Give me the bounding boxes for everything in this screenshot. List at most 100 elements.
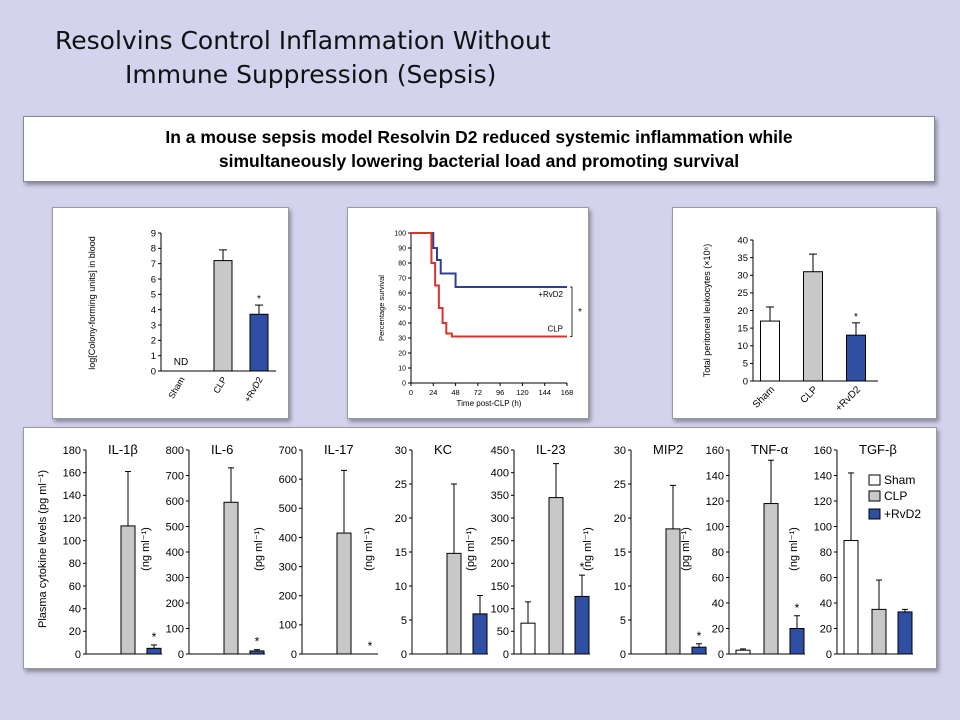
cytokine-1-panel-title: IL-1β <box>108 442 138 457</box>
banner-line-1: In a mouse sepsis model Resolvin D2 redu… <box>165 127 793 147</box>
survival-series-label: +RvD2 <box>538 290 563 299</box>
survival-y-tick-label: 50 <box>398 305 406 312</box>
survival-x-tick-label: 144 <box>538 388 551 397</box>
leukocyte-x-tick-label: Sham <box>751 384 777 410</box>
cytokine-2-significance-star: * <box>255 635 260 649</box>
cytokine-2-y-tick-label: 100 <box>166 623 184 635</box>
cytokine-6-y-tick-label: 0 <box>620 649 626 661</box>
cytokine-7-y-tick-label: 0 <box>718 649 724 661</box>
cfu-y-tick-label: 1 <box>151 351 156 362</box>
cytokine-1-y-tick-label: 40 <box>69 604 81 616</box>
cytokine-1-y-tick-label: 0 <box>75 649 81 661</box>
cfu-not-detected-label: ND <box>174 357 188 368</box>
cytokine-3-y-tick-label: 0 <box>291 649 297 661</box>
cytokine-7-y-tick-label: 120 <box>706 496 724 508</box>
survival-y-tick-label: 60 <box>398 290 406 297</box>
cytokine-4-y-tick-label: 15 <box>395 547 407 559</box>
cytokine-6-bar <box>691 646 707 655</box>
cytokine-1-y-tick-label: 140 <box>63 490 81 502</box>
survival-clp-curve <box>411 232 567 338</box>
cytokine-3-bar <box>336 532 352 655</box>
cytokine-8-y-tick-label: 120 <box>814 496 832 508</box>
cytokine-6-y-tick-label: 5 <box>620 615 626 627</box>
cytokine-3-panel-title: IL-17 <box>324 442 354 457</box>
cytokine-7-bar <box>789 628 805 655</box>
survival-significance-bracket <box>570 286 573 337</box>
cytokine-7-y-tick-label: 140 <box>706 470 724 482</box>
cytokine-8-y-tick-label: 140 <box>814 470 832 482</box>
cytokine-1-y-tick-label: 180 <box>63 445 81 457</box>
leukocyte-y-tick-label: 35 <box>737 253 748 264</box>
survival-y-tick-label: 40 <box>398 320 406 327</box>
cytokine-8-panel-title: TGF-β <box>859 442 897 457</box>
cytokine-5-y-tick-label: 300 <box>491 513 509 525</box>
cytokine-5-bar <box>520 622 536 655</box>
cytokine-1-y-tick-label: 160 <box>63 468 81 480</box>
cytokine-7-y-tick-label: 40 <box>712 598 724 610</box>
cfu-bar <box>213 260 233 372</box>
cytokine-5-y-axis-label: (pg ml⁻¹) <box>465 527 477 571</box>
cytokine-5-y-tick-label: 450 <box>491 445 509 457</box>
cytokine-2-panel-title: IL-6 <box>211 442 233 457</box>
cytokine-4-y-axis-label: (ng ml⁻¹) <box>363 527 375 571</box>
cytokine-1-y-tick-label: 20 <box>69 626 81 638</box>
survival-significance-star: * <box>578 307 582 318</box>
leukocyte-bar <box>803 271 823 382</box>
survival-x-tick-label: 24 <box>429 388 437 397</box>
cytokine-1-y-tick-label: 120 <box>63 513 81 525</box>
cytokine-3-y-axis-label: (pg ml⁻¹) <box>253 527 265 571</box>
cytokine-6-y-tick-label: 20 <box>614 513 626 525</box>
cytokine-8-bar <box>897 611 913 655</box>
summary-banner: In a mouse sepsis model Resolvin D2 redu… <box>23 116 935 182</box>
cytokine-5-y-tick-label: 200 <box>491 558 509 570</box>
cytokine-5-bar <box>548 497 564 655</box>
cytokine-5-bar <box>574 595 590 655</box>
cytokine-6-significance-star: * <box>697 629 702 643</box>
cytokine-5-panel-title: IL-23 <box>536 442 566 457</box>
cytokine-1-y-tick-label: 80 <box>69 558 81 570</box>
cfu-y-tick-label: 7 <box>151 259 156 270</box>
cfu-x-tick-label: Sham <box>166 375 186 400</box>
survival-series-label: CLP <box>547 325 563 334</box>
cytokine-5-y-tick-label: 50 <box>497 626 509 638</box>
cfu-x-tick-label: +RvD2 <box>242 375 265 404</box>
legend-label: +RvD2 <box>884 507 921 521</box>
leukocyte-y-tick-label: 20 <box>737 306 748 317</box>
survival-x-tick-label: 96 <box>496 388 504 397</box>
cytokine-7-y-tick-label: 100 <box>706 521 724 533</box>
cytokine-4-y-tick-label: 0 <box>401 649 407 661</box>
legend-label: Sham <box>884 473 915 487</box>
cytokine-1-significance-star: * <box>152 630 157 644</box>
cytokine-2-y-axis-label: (ng ml⁻¹) <box>140 527 152 571</box>
legend-label: CLP <box>884 489 907 503</box>
cytokine-7-y-tick-label: 160 <box>706 445 724 457</box>
leukocyte-y-tick-label: 30 <box>737 271 748 282</box>
cytokine-8-y-tick-label: 40 <box>820 598 832 610</box>
cytokine-4-bar <box>446 552 462 655</box>
cytokine-3-y-tick-label: 600 <box>279 474 297 486</box>
cytokine-2-y-tick-label: 600 <box>166 496 184 508</box>
cytokine-2-y-tick-label: 500 <box>166 521 184 533</box>
cytokine-6-y-axis-label: (ng ml⁻¹) <box>582 527 594 571</box>
cfu-y-tick-label: 4 <box>151 305 156 316</box>
cfu-y-tick-label: 2 <box>151 336 156 347</box>
leukocyte-chart-panel: 0 5 10 15 20 25 30 35 40 Total peritoneal leukocy… <box>672 207 937 419</box>
survival-x-tick-label: 0 <box>409 388 413 397</box>
cfu-y-tick-label: 9 <box>151 228 156 239</box>
cytokine-shared-y-axis-label: Plasma cytokine levels (pg ml⁻¹) <box>37 470 49 628</box>
cytokine-2-bar <box>223 501 239 655</box>
cytokine-8-y-tick-label: 20 <box>820 623 832 635</box>
cfu-y-tick-label: 8 <box>151 244 156 255</box>
cfu-y-tick-label: 0 <box>151 366 156 377</box>
cytokine-5-y-tick-label: 350 <box>491 490 509 502</box>
legend-swatch <box>868 490 881 502</box>
cytokine-8-y-axis-label: (ng ml⁻¹) <box>788 527 800 571</box>
cfu-significance-star: * <box>257 294 261 305</box>
cytokine-3-y-tick-label: 500 <box>279 503 297 515</box>
leukocyte-significance-star: * <box>854 312 858 323</box>
cytokine-5-y-tick-label: 100 <box>491 604 509 616</box>
survival-chart-panel: 0 10 20 30 40 50 60 70 80 90 100 0 24 48 72 96 120 144 168… <box>347 207 589 419</box>
cytokine-8-y-tick-label: 0 <box>826 649 832 661</box>
survival-x-axis-label: Time post-CLP (h) <box>457 399 522 408</box>
cytokine-chart-panel: 0 20 40 60 80 100 120 140 160 180 IL-1β * 0 100 200 300… <box>23 427 937 669</box>
